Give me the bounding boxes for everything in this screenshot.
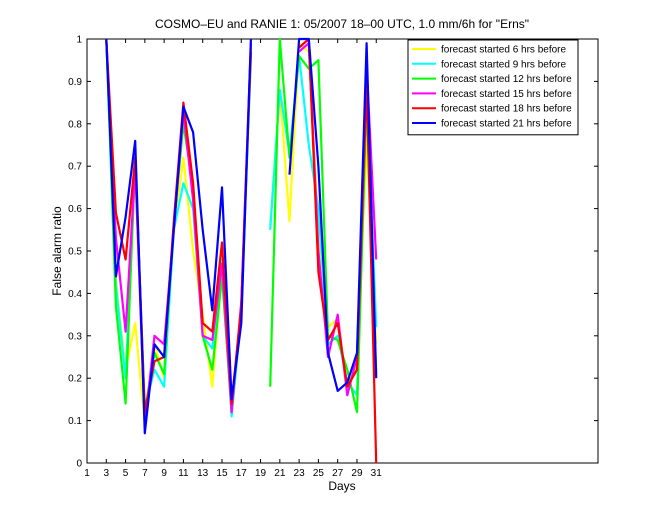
y-tick-label: 0.6 [68,204,82,215]
y-tick-label: 1 [76,35,82,46]
x-tick-label: 31 [371,468,383,479]
y-tick-label: 0.2 [68,374,82,385]
x-tick-label: 3 [104,468,110,479]
legend-entry: forecast started 15 hrs before [441,89,572,100]
y-tick-label: 0.9 [68,77,82,88]
legend-entry: forecast started 21 hrs before [441,119,572,130]
y-tick-label: 0.7 [68,162,82,173]
x-tick-label: 7 [142,468,148,479]
axis-ticks: 1 3 5 7 9 11 13 15 17 19 21 23 25 27 29 3100.10.20.30.4… [68,35,598,479]
legend-entry: forecast started 18 hrs before [441,104,572,115]
y-tick-label: 0.3 [68,331,82,342]
series-line-5 [105,37,378,435]
y-tick-label: 0.1 [68,416,82,427]
legend-entry: forecast started 9 hrs before [441,59,567,70]
x-tick-label: 17 [236,468,248,479]
x-axis-label: Days [328,479,355,493]
x-tick-label: 29 [351,468,363,479]
series-group [105,37,378,464]
y-tick-label: 0.8 [68,119,82,130]
legend-entry: forecast started 6 hrs before [441,45,567,56]
x-tick-label: 11 [178,468,189,479]
legend-entry: forecast started 12 hrs before [441,74,572,85]
x-tick-label: 21 [274,468,286,479]
y-tick-label: 0.5 [68,247,82,258]
y-axis-label: False alarm ratio [50,206,64,296]
x-tick-label: 1 [84,468,90,479]
y-tick-label: 0.4 [68,289,82,300]
x-tick-label: 27 [332,468,344,479]
x-tick-label: 9 [161,468,167,479]
x-tick-label: 23 [294,468,306,479]
x-tick-label: 13 [197,468,209,479]
y-tick-label: 0 [76,459,82,470]
legend: forecast started 6 hrs before forecast st… [407,39,579,136]
x-tick-label: 15 [216,468,228,479]
x-tick-label: 25 [313,468,325,479]
x-tick-label: 19 [255,468,267,479]
legend-box [407,39,579,136]
x-tick-label: 5 [123,468,129,479]
chart-title: COSMO–EU and RANIE 1: 05/2007 18–00 UTC,… [155,17,529,31]
